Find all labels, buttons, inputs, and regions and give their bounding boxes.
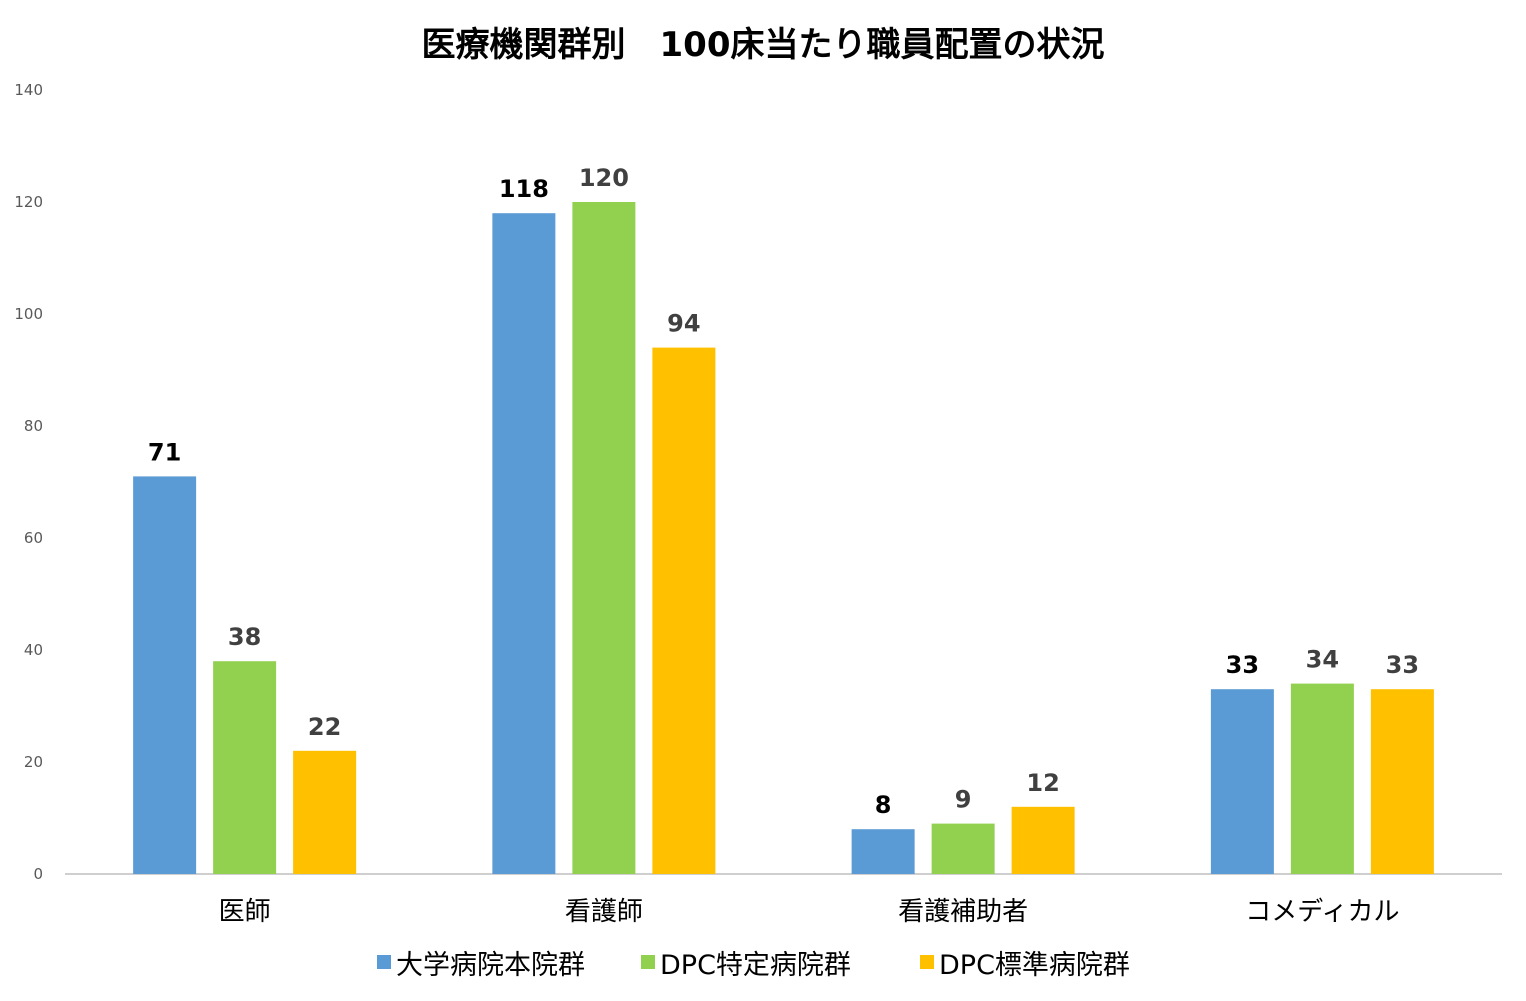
bar <box>213 661 277 874</box>
category-labels-group: 医師 看護師 看護補助者 コメディカル <box>219 897 1400 927</box>
bar <box>572 202 636 874</box>
y-tick-label: 20 <box>24 753 43 771</box>
bar <box>1290 683 1354 874</box>
bar <box>1210 689 1274 874</box>
legend-label: DPC特定病院群 <box>660 950 851 981</box>
y-tick-label: 40 <box>24 641 43 659</box>
y-tick-label: 120 <box>14 193 43 211</box>
data-label: 118 <box>499 175 549 203</box>
legend-swatch <box>641 955 655 969</box>
y-axis-ticks: 0 20 40 60 80 100 120 140 <box>14 81 43 883</box>
category-label: コメディカル <box>1245 897 1399 927</box>
legend: 大学病院本院群 DPC特定病院群 DPC標準病院群 <box>377 950 1130 981</box>
bar <box>652 347 716 875</box>
data-label: 34 <box>1306 646 1339 674</box>
y-tick-label: 100 <box>14 305 43 323</box>
chart-title: 医療機関群別 100床当たり職員配置の状況 <box>422 25 1105 65</box>
bar <box>492 213 556 874</box>
data-labels-group: 71 38 22 118 120 94 8 9 12 33 34 33 <box>148 164 1419 819</box>
bar <box>1011 806 1075 874</box>
legend-label: DPC標準病院群 <box>939 950 1130 981</box>
bar <box>133 476 197 874</box>
data-label: 94 <box>667 310 700 338</box>
category-label: 医師 <box>219 897 271 927</box>
y-tick-label: 0 <box>33 865 43 883</box>
data-label: 120 <box>579 164 629 192</box>
data-label: 9 <box>955 786 972 814</box>
y-tick-label: 80 <box>24 417 43 435</box>
data-label: 38 <box>228 623 261 651</box>
category-label: 看護師 <box>565 897 643 927</box>
legend-swatch <box>377 955 391 969</box>
data-label: 8 <box>875 791 892 819</box>
bar <box>293 750 357 874</box>
bar <box>1370 689 1434 874</box>
bar <box>851 829 915 874</box>
y-tick-label: 60 <box>24 529 43 547</box>
legend-label: 大学病院本院群 <box>396 950 585 981</box>
category-label: 看護補助者 <box>898 897 1028 927</box>
data-label: 71 <box>148 438 181 466</box>
data-label: 12 <box>1026 769 1059 797</box>
data-label: 33 <box>1386 651 1419 679</box>
legend-swatch <box>920 955 934 969</box>
y-tick-label: 140 <box>14 81 43 99</box>
bars-group <box>133 202 1434 875</box>
bar <box>931 823 995 874</box>
data-label: 33 <box>1226 651 1259 679</box>
data-label: 22 <box>308 713 341 741</box>
